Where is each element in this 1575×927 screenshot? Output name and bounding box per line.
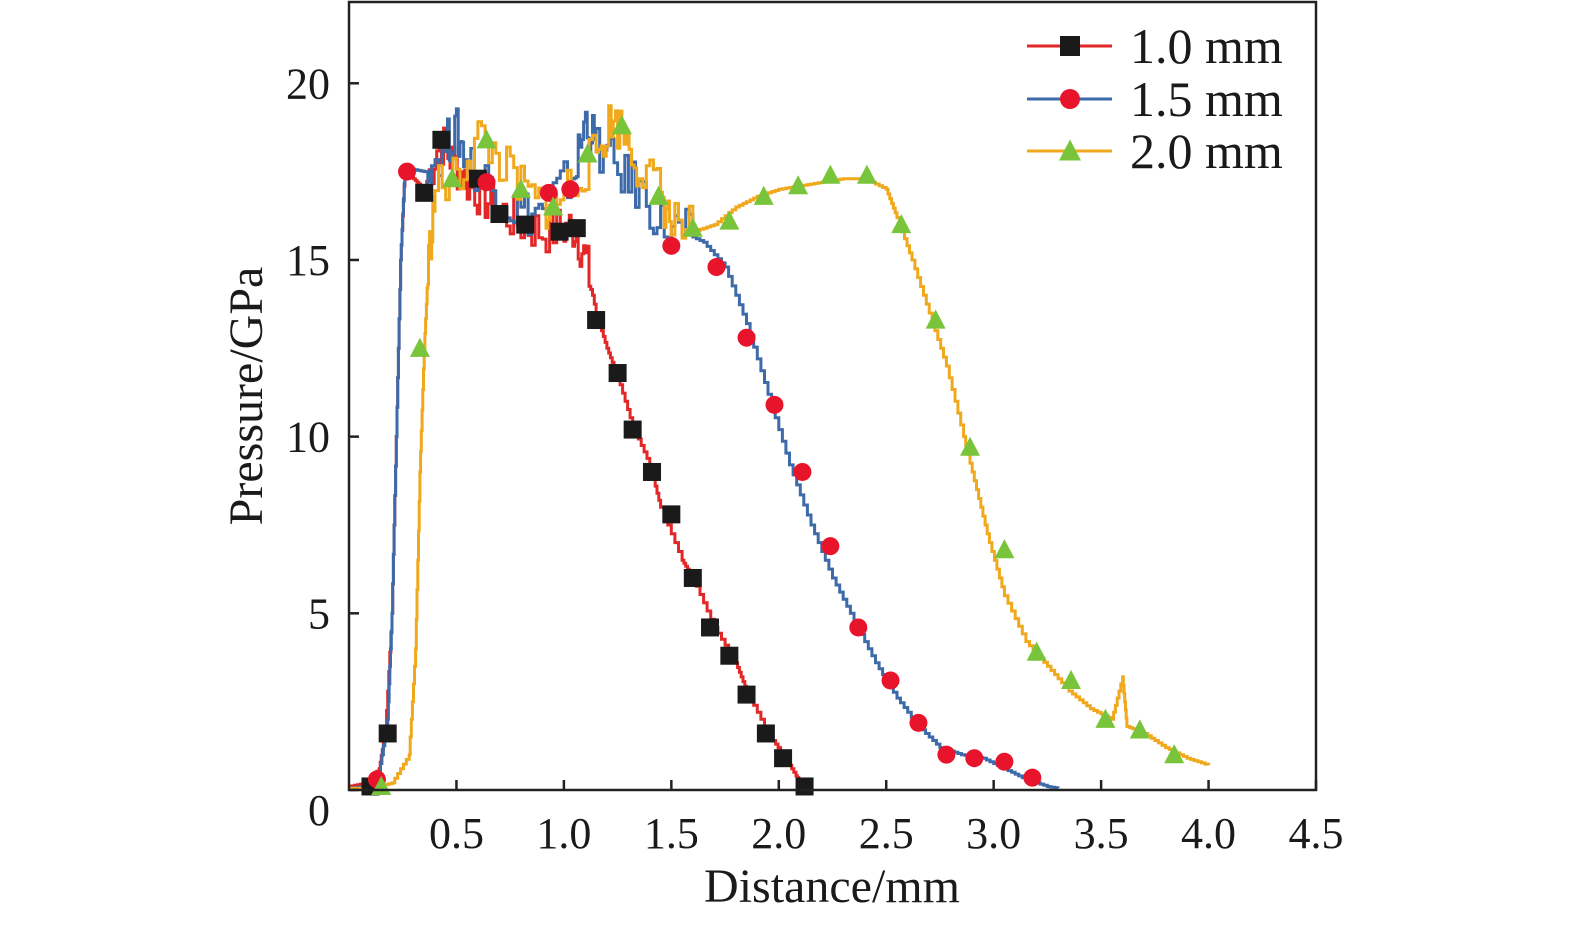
data-point — [567, 219, 586, 238]
data-point — [701, 618, 720, 637]
data-point — [909, 713, 928, 732]
legend-marker — [1060, 89, 1080, 109]
data-point — [788, 175, 809, 195]
data-point — [642, 462, 661, 481]
x-axis-title: Distance/mm — [704, 860, 960, 913]
data-point — [719, 210, 740, 230]
data-point — [662, 236, 681, 255]
data-point — [856, 164, 877, 184]
legend-label: 1.5 mm — [1130, 71, 1283, 127]
data-point — [1129, 719, 1150, 739]
data-point — [577, 143, 598, 163]
data-point — [795, 777, 814, 796]
y-tick-label: 5 — [308, 589, 330, 638]
legend-marker — [1059, 139, 1081, 161]
data-point — [960, 436, 981, 456]
data-point — [648, 185, 669, 205]
legend-marker — [1060, 36, 1080, 56]
data-point — [737, 328, 756, 347]
x-tick-label: 2.0 — [751, 809, 806, 858]
data-point — [1164, 744, 1185, 764]
legend-label: 2.0 mm — [1130, 123, 1283, 179]
data-point — [720, 646, 739, 665]
data-point — [623, 420, 642, 439]
data-point — [683, 568, 702, 587]
data-point — [820, 164, 841, 184]
data-point — [608, 364, 627, 383]
data-point — [477, 173, 496, 192]
data-point — [1023, 768, 1042, 787]
data-point — [765, 395, 784, 414]
data-point — [510, 178, 531, 198]
plot-frame — [347, 0, 1318, 792]
legend: 1.0 mm1.5 mm2.0 mm — [1027, 18, 1283, 179]
data-point — [409, 337, 430, 357]
data-point — [994, 539, 1015, 559]
data-point — [539, 183, 558, 202]
data-point — [1095, 708, 1116, 728]
data-point — [925, 309, 946, 329]
data-point — [611, 115, 632, 135]
x-tick-label: 4.0 — [1181, 809, 1236, 858]
data-point — [432, 130, 451, 149]
data-point — [849, 618, 868, 637]
data-point — [1061, 669, 1082, 690]
y-tick-label: 15 — [286, 236, 330, 285]
data-point — [774, 749, 793, 768]
data-point — [561, 180, 580, 199]
x-tick-label: 3.0 — [966, 809, 1021, 858]
data-point — [442, 168, 463, 188]
data-point — [793, 462, 812, 481]
y-tick-label: 10 — [286, 413, 330, 462]
y-tick-label: 0 — [308, 786, 330, 835]
data-point — [737, 685, 756, 704]
data-point — [378, 724, 397, 743]
series-markers — [361, 115, 1185, 796]
x-tick-label: 1.5 — [644, 809, 699, 858]
data-point — [662, 505, 681, 524]
x-tick-label: 2.5 — [859, 809, 914, 858]
data-point — [891, 214, 912, 234]
data-point — [821, 537, 840, 556]
y-tick-label: 20 — [286, 59, 330, 108]
data-point — [543, 196, 564, 216]
data-point — [756, 724, 775, 743]
x-tick-label: 0.5 — [429, 809, 484, 858]
x-tick-label: 1.0 — [536, 809, 591, 858]
data-point — [415, 183, 434, 202]
data-point — [490, 205, 509, 224]
data-point — [937, 745, 956, 764]
data-point — [753, 185, 774, 205]
data-point — [398, 162, 417, 181]
data-point — [476, 129, 497, 149]
data-point — [587, 311, 606, 330]
data-point — [995, 752, 1014, 771]
legend-label: 1.0 mm — [1130, 18, 1283, 74]
x-tick-label: 3.5 — [1074, 809, 1129, 858]
data-point — [881, 671, 900, 690]
y-axis-title: Pressure/GPa — [220, 267, 273, 526]
x-axis-ticks: 0.5 1.0 1.5 2.0 2.5 3.0 3.5 4.0 4.5 — [429, 780, 1344, 858]
data-point — [707, 258, 726, 277]
y-axis-ticks: 0 5 10 15 20 — [286, 59, 359, 835]
data-point — [1026, 641, 1047, 661]
x-tick-label: 4.5 — [1289, 809, 1344, 858]
data-point — [550, 222, 569, 241]
data-point — [682, 217, 703, 237]
data-point — [965, 749, 984, 768]
data-point — [516, 215, 535, 234]
